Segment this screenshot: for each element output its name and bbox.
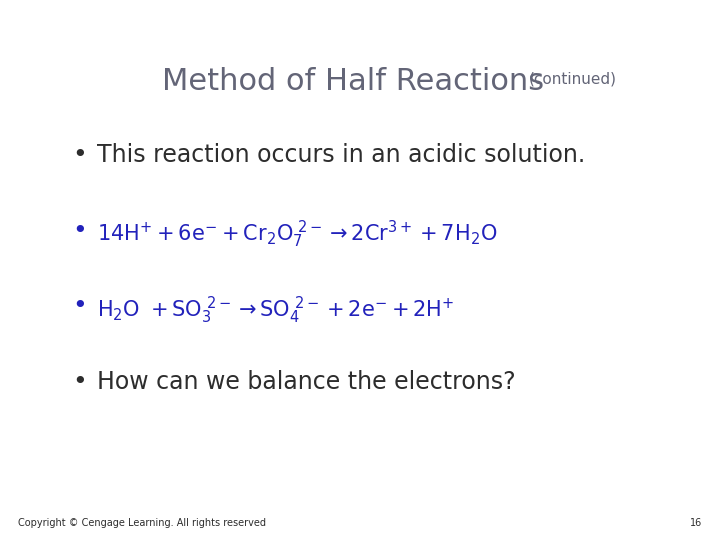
Text: •: •: [72, 294, 86, 318]
Text: •: •: [72, 219, 86, 242]
Text: Copyright © Cengage Learning. All rights reserved: Copyright © Cengage Learning. All rights…: [18, 518, 266, 528]
Text: •: •: [72, 143, 86, 167]
Text: $\mathsf{H_2O\ +SO_3^{\ 2-} \rightarrow SO_4^{\ 2-} + 2e^{-} + 2H^{+}}$: $\mathsf{H_2O\ +SO_3^{\ 2-} \rightarrow …: [97, 294, 454, 326]
Text: How can we balance the electrons?: How can we balance the electrons?: [97, 370, 516, 394]
Text: •: •: [72, 370, 86, 394]
Text: (continued): (continued): [529, 72, 617, 87]
Text: 16: 16: [690, 518, 702, 528]
Text: This reaction occurs in an acidic solution.: This reaction occurs in an acidic soluti…: [97, 143, 585, 167]
Text: Method of Half Reactions: Method of Half Reactions: [162, 68, 544, 97]
Text: $\mathsf{14H^{+} + 6e^{-} + Cr_2O_7^{\ 2-} \rightarrow 2Cr^{3+} + 7H_2O}$: $\mathsf{14H^{+} + 6e^{-} + Cr_2O_7^{\ 2…: [97, 219, 498, 250]
